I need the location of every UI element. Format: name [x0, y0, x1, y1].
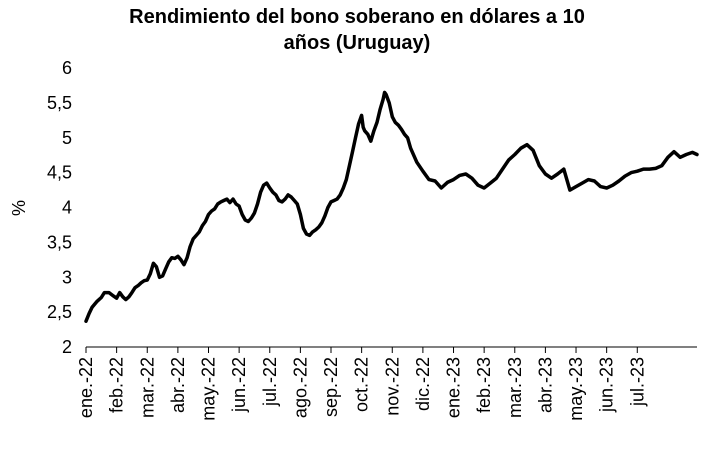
x-tick-label: dic.-22	[413, 357, 433, 411]
y-tick-label: 4	[62, 198, 72, 218]
y-tick-label: 5,5	[47, 93, 72, 113]
x-axis: ene.-22 feb.-22 mar.-22 abr.-22 may.-22 jun.-…	[76, 346, 697, 421]
x-tick-label: jul.-23	[627, 357, 647, 407]
x-tick-label: jun.-23	[597, 357, 617, 413]
x-tick-label: jul.-22	[260, 357, 280, 407]
y-axis: 2 2,5 3 3,5 4 4,5 5 5,5 6	[47, 58, 72, 357]
y-tick-label: 6	[62, 58, 72, 78]
y-axis-label: %	[9, 200, 29, 216]
y-tick-label: 3,5	[47, 232, 72, 252]
x-tick-label: sep.-22	[321, 357, 341, 417]
y-tick-label: 4,5	[47, 163, 72, 183]
x-tick-label: jun.-22	[229, 357, 249, 413]
x-tick-label: oct.-22	[352, 357, 372, 412]
x-tick-label: mar.-22	[137, 357, 157, 418]
series-line	[84, 90, 699, 323]
x-tick-label: may.-23	[566, 357, 586, 421]
x-tick-label: abr.-23	[535, 357, 555, 413]
chart-title-line2: años (Uruguay)	[283, 32, 431, 54]
x-tick-label: feb.-23	[474, 357, 494, 413]
y-tick-label: 5	[62, 128, 72, 148]
x-tick-label: ago.-22	[290, 357, 310, 418]
x-tick-label: may.-22	[199, 357, 219, 421]
x-tick-label: abr.-22	[168, 357, 188, 413]
chart-title-line1: Rendimiento del bono soberano en dólares…	[129, 6, 585, 28]
x-tick-label: mar.-23	[505, 357, 525, 418]
y-tick-label: 3	[62, 267, 72, 287]
x-tick-label: ene.-22	[76, 357, 96, 418]
x-tick-label: feb.-22	[107, 357, 127, 413]
y-tick-label: 2	[62, 337, 72, 357]
x-tick-label: nov.-22	[382, 357, 402, 416]
y-tick-label: 2,5	[47, 302, 72, 322]
x-tick-label: ene.-23	[444, 357, 464, 418]
chart-title: Rendimiento del bono soberano en dólares…	[0, 4, 714, 56]
